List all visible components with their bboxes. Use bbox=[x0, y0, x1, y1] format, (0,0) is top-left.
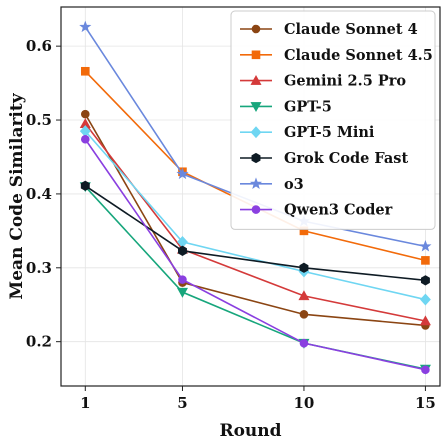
legend-label: Qwen3 Coder bbox=[284, 202, 393, 219]
x-axis-label: Round bbox=[219, 421, 281, 441]
x-tick-label: 1 bbox=[80, 394, 90, 412]
data-point bbox=[176, 167, 189, 180]
legend-label: Claude Sonnet 4 bbox=[284, 21, 418, 38]
y-tick-label: 0.5 bbox=[26, 111, 52, 129]
data-point bbox=[79, 20, 92, 33]
data-point bbox=[420, 275, 430, 286]
data-point bbox=[420, 293, 431, 306]
data-point bbox=[80, 109, 90, 119]
legend-label: Claude Sonnet 4.5 bbox=[284, 47, 433, 64]
series-grok-code-fast bbox=[80, 180, 430, 286]
legend-label: Gemini 2.5 Pro bbox=[284, 73, 406, 90]
y-tick-label: 0.4 bbox=[26, 185, 52, 203]
legend-marker bbox=[250, 126, 262, 139]
series-gpt-5-mini bbox=[79, 125, 431, 306]
y-tick-label: 0.3 bbox=[26, 259, 52, 277]
data-point bbox=[80, 134, 90, 144]
data-point bbox=[299, 310, 309, 319]
legend-marker bbox=[251, 24, 261, 34]
data-point bbox=[80, 180, 90, 191]
legend-label: GPT-5 Mini bbox=[284, 124, 375, 141]
legend-marker bbox=[251, 50, 261, 60]
legend-label: Grok Code Fast bbox=[284, 150, 408, 167]
series-line bbox=[84, 138, 426, 371]
data-point bbox=[178, 245, 187, 256]
series-line bbox=[84, 113, 426, 327]
data-point bbox=[298, 290, 310, 301]
legend-entry: GPT-5 Mini bbox=[240, 124, 375, 141]
legend-label: o3 bbox=[284, 176, 304, 193]
legend-entry: o3 bbox=[240, 176, 304, 193]
legend-entry: Claude Sonnet 4.5 bbox=[240, 47, 433, 64]
series-line bbox=[84, 185, 426, 282]
legend-marker bbox=[250, 74, 262, 85]
legend-entry: Grok Code Fast bbox=[240, 150, 408, 167]
y-tick-label: 0.2 bbox=[26, 333, 52, 351]
legend-marker bbox=[251, 205, 261, 214]
legend-entry: GPT-5 bbox=[240, 98, 332, 115]
x-tick-label: 10 bbox=[294, 394, 315, 412]
legend-label: GPT-5 bbox=[284, 98, 332, 115]
data-point bbox=[419, 315, 431, 326]
series-qwen3-coder bbox=[80, 134, 430, 375]
legend-entry: Claude Sonnet 4 bbox=[240, 21, 418, 38]
legend-box bbox=[230, 10, 436, 230]
data-point bbox=[299, 262, 309, 273]
x-tick-label: 15 bbox=[415, 394, 436, 412]
data-point bbox=[421, 365, 430, 375]
data-point bbox=[80, 66, 90, 76]
legend-entry: Gemini 2.5 Pro bbox=[240, 73, 406, 90]
legend-marker bbox=[251, 152, 261, 164]
legend: Claude Sonnet 4 Claude Sonnet 4.5 Gemini 2… bbox=[230, 10, 436, 230]
y-axis-label: Mean Code Similarity bbox=[7, 92, 27, 299]
legend-marker bbox=[249, 177, 263, 189]
y-tick-label: 0.6 bbox=[26, 37, 52, 55]
data-point bbox=[176, 287, 188, 298]
data-point bbox=[421, 256, 430, 265]
plot-frame bbox=[60, 6, 441, 387]
data-point bbox=[178, 275, 187, 284]
ticks: 1 5 10 150.20.30.40.50.6 bbox=[26, 37, 436, 412]
x-tick-label: 5 bbox=[177, 394, 187, 412]
legend-marker bbox=[250, 102, 262, 113]
legend-entry: Qwen3 Coder bbox=[240, 202, 393, 219]
data-point bbox=[419, 240, 432, 252]
series-line bbox=[84, 130, 426, 301]
series-layer bbox=[79, 20, 432, 375]
data-point bbox=[299, 338, 309, 348]
